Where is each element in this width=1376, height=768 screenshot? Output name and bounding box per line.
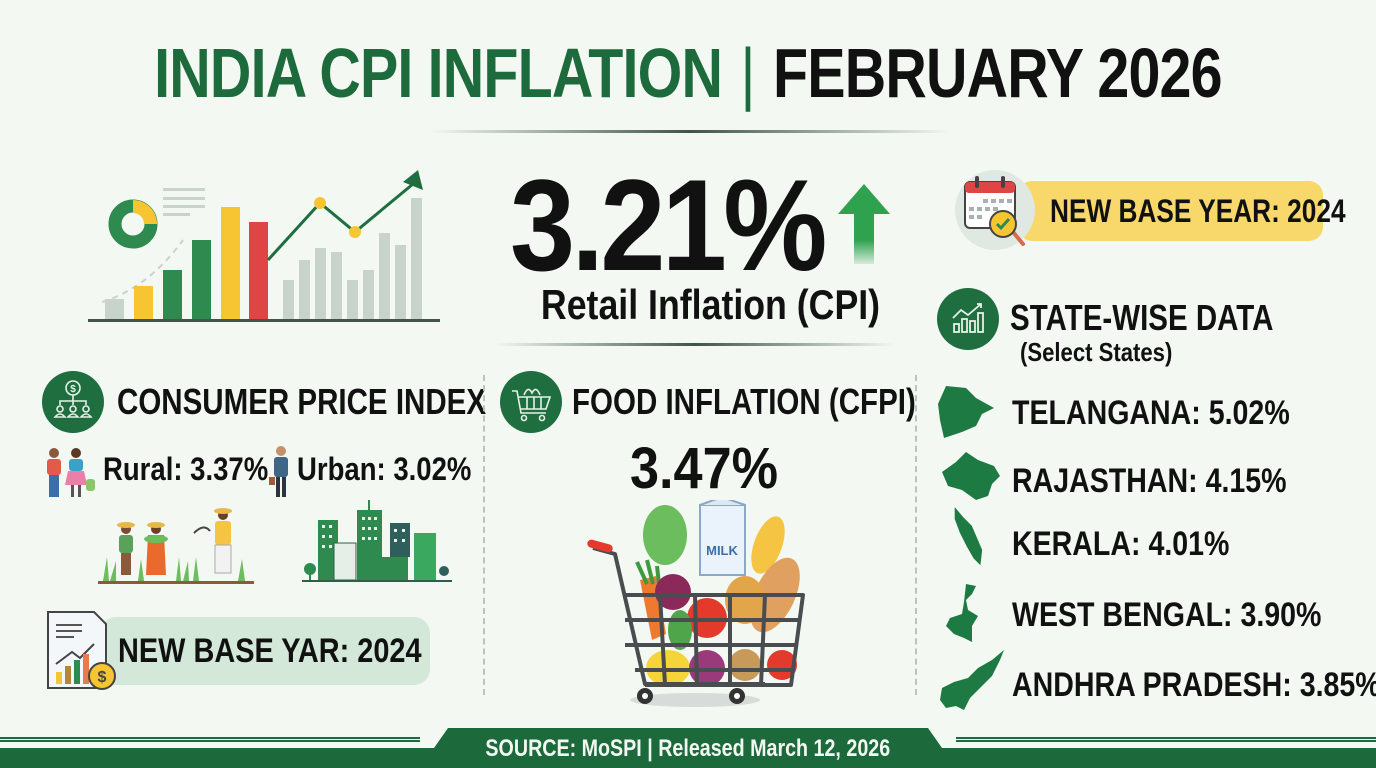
state-wise-icon — [937, 288, 999, 350]
svg-text:$: $ — [98, 669, 107, 686]
footer-source: SOURCE: MoSPI | Released March 12, 2026 — [485, 735, 891, 762]
base-year-text: NEW BASE YEAR: 2024 — [1050, 193, 1346, 229]
grocery-cart-illustration-icon: MILK — [587, 500, 805, 707]
state-label: ANDHRA PRADESH: 3.85% — [1012, 666, 1376, 704]
arrow-up-icon — [838, 184, 890, 264]
kerala-map-icon — [954, 507, 983, 566]
food-inflation-value: 3.47% — [630, 436, 779, 501]
footer-rule-left — [0, 737, 420, 742]
column-divider-left — [483, 375, 485, 695]
state-row-rajasthan: RAJASTHAN: 4.15% — [938, 450, 1368, 510]
footer-tab — [420, 728, 956, 768]
state-label: KERALA: 4.01% — [1012, 525, 1230, 563]
cpi-urban-value: Urban: 3.02% — [297, 451, 472, 487]
state-row-telangana: TELANGANA: 5.02% — [938, 382, 1368, 442]
title-date: FEBRUARY 2026 — [773, 34, 1223, 112]
headline-underline — [495, 343, 895, 346]
telangana-map-icon — [938, 386, 994, 438]
headline-label: Retail Inflation (CPI) — [540, 281, 880, 328]
title-separator: | — [740, 34, 756, 112]
base-year-badge: NEW BASE YEAR: 2024 — [1018, 181, 1346, 241]
rural-couple-icon — [47, 448, 95, 497]
footer-rule-right — [956, 737, 1376, 742]
shopping-cart-icon — [512, 388, 552, 422]
report-coin-icon: $ — [47, 611, 116, 690]
cpi-rural-value: Rural: 3.37% — [103, 451, 269, 487]
bar-chart-trend-icon — [952, 303, 984, 333]
state-row-andhra-pradesh: ANDHRA PRADESH: 3.85% — [938, 650, 1376, 710]
state-wise-title: STATE-WISE DATA — [1010, 297, 1274, 338]
title-underline — [430, 130, 950, 133]
page-title: INDIA CPI INFLATION | FEBRUARY 2026 — [0, 28, 1376, 118]
west-bengal-map-icon — [946, 584, 978, 642]
svg-text:$: $ — [70, 384, 76, 395]
state-wise-subtitle: (Select States) — [1020, 337, 1173, 367]
state-label: WEST BENGAL: 3.90% — [1012, 596, 1322, 634]
cpi-title: CONSUMER PRICE INDEX — [117, 381, 487, 422]
milk-label: MILK — [706, 543, 738, 558]
urban-city-illustration-icon — [302, 500, 452, 582]
state-row-west-bengal: WEST BENGAL: 3.90% — [938, 584, 1368, 644]
state-label: RAJASTHAN: 4.15% — [1012, 462, 1287, 500]
title-main: INDIA CPI INFLATION — [154, 34, 723, 112]
dollar-network-icon: $ — [53, 380, 93, 418]
food-icon — [500, 371, 562, 433]
rural-farmers-illustration-icon — [98, 508, 254, 584]
base-year-badge-secondary: NEW BASE YAR: 2024 — [100, 617, 430, 685]
state-row-kerala: KERALA: 4.01% — [938, 507, 1368, 567]
andhra-pradesh-map-icon — [940, 650, 1004, 710]
headline-cpi-value: 3.21% — [510, 152, 827, 298]
base-year-secondary-text: NEW BASE YAR: 2024 — [118, 632, 422, 670]
bar-chart-illustration-icon — [88, 170, 440, 322]
calendar-check-icon — [955, 170, 1035, 250]
urban-person-icon — [269, 446, 288, 497]
food-title: FOOD INFLATION (CFPI) — [572, 381, 916, 422]
column-divider-right — [915, 375, 917, 695]
state-label: TELANGANA: 5.02% — [1012, 394, 1290, 432]
rajasthan-map-icon — [942, 452, 1000, 500]
cpi-icon: $ — [42, 371, 104, 433]
